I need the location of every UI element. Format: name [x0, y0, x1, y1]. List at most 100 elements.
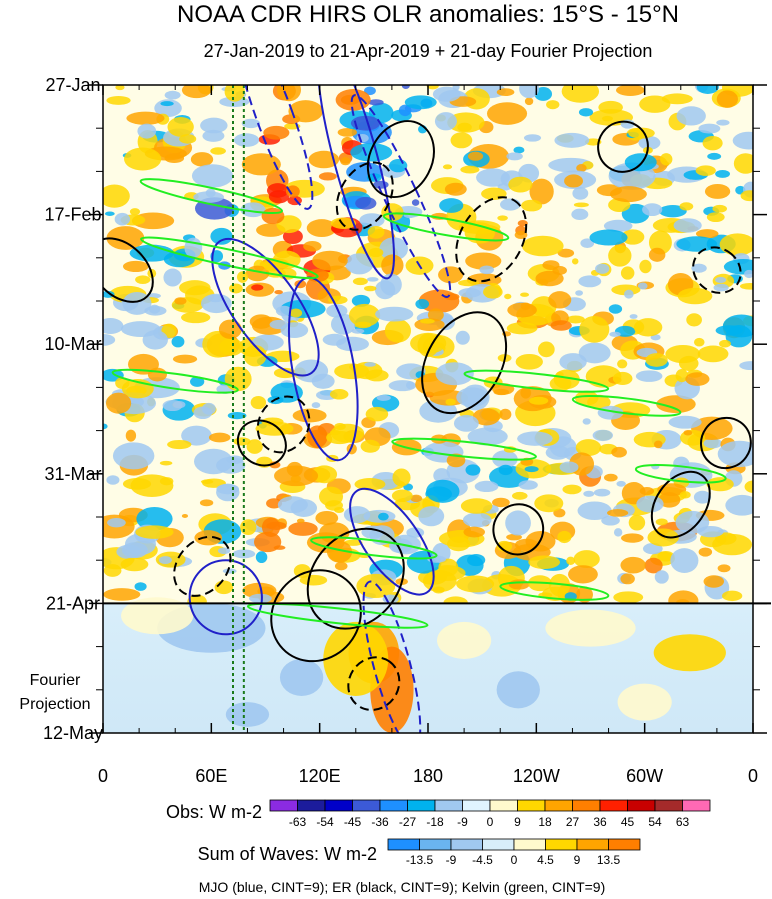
obs-anomaly-cell [576, 586, 593, 603]
obs-anomaly-cell [592, 429, 613, 442]
obs-anomaly-cell [601, 115, 613, 122]
obs-anomaly-cell [233, 437, 251, 446]
colorbar-swatch [379, 799, 408, 812]
colorbar-level-label: -45 [344, 815, 362, 829]
obs-anomaly-cell [426, 479, 460, 503]
obs-anomaly-cell [326, 304, 348, 318]
obs-anomaly-cell [559, 461, 579, 473]
obs-anomaly-cell [181, 311, 211, 324]
obs-anomaly-cell [233, 133, 260, 147]
obs-anomaly-cell [194, 530, 223, 546]
obs-anomaly-cell [229, 283, 243, 294]
obs-anomaly-cell [497, 215, 508, 221]
colorbar-swatch [608, 838, 641, 851]
obs-anomaly-cell [608, 244, 632, 267]
obs-anomaly-cell [549, 573, 571, 597]
mjo-contour [349, 487, 435, 596]
colorbar-swatch [352, 799, 381, 812]
y-tick-label: 21-Apr [46, 593, 100, 613]
obs-anomaly-cell [534, 494, 564, 513]
obs-anomaly-cell [707, 152, 722, 160]
obs-anomaly-cell [628, 127, 655, 139]
obs-anomaly-cell [326, 430, 354, 445]
colorbar-level-label: 4.5 [537, 853, 554, 867]
obs-anomaly-cell [492, 497, 510, 508]
colorbar-level-label: -9 [446, 853, 457, 867]
obs-anomaly-cell [465, 464, 481, 476]
waves-colorbar: -13.5 -9 -4.5 0 4.5 9 13.5 [387, 838, 641, 867]
obs-anomaly-cell [368, 99, 384, 106]
er-contour [492, 503, 545, 556]
obs-anomaly-cell [103, 184, 130, 208]
y-tick-label: 17-Feb [44, 205, 101, 225]
obs-anomaly-cell [607, 509, 629, 517]
obs-anomaly-cell [444, 182, 467, 196]
obs-anomaly-cell [499, 408, 512, 420]
obs-anomaly-cell [535, 270, 564, 287]
obs-anomaly-cell [453, 414, 479, 432]
projection-anomaly-cell [496, 671, 540, 709]
obs-anomaly-cell [274, 465, 319, 487]
projection-label-line1: Fourier [30, 672, 81, 689]
obs-anomaly-cell [520, 302, 531, 310]
obs-anomaly-cell [250, 395, 267, 410]
colorbar-swatch [434, 799, 463, 812]
obs-anomaly-cell [559, 353, 587, 371]
chart-title: NOAA CDR HIRS OLR anomalies: 15°S - 15°N [177, 1, 679, 28]
obs-anomaly-cell [698, 123, 721, 134]
kelvin-contour [634, 464, 727, 484]
obs-anomaly-cell [105, 392, 132, 414]
obs-anomaly-cell [670, 548, 699, 573]
obs-anomaly-cell [365, 406, 389, 422]
obs-anomaly-cell [657, 551, 675, 562]
obs-anomaly-cell [411, 199, 420, 206]
colorbar-swatch [576, 838, 609, 851]
obs-anomaly-cell [542, 260, 560, 270]
obs-anomaly-cell [222, 568, 237, 574]
obs-anomaly-cell [706, 477, 734, 492]
er-contour [650, 470, 711, 539]
obs-anomaly-cell [266, 521, 287, 530]
colorbar-level-label: 13.5 [597, 853, 621, 867]
obs-anomaly-cell [576, 164, 587, 173]
obs-anomaly-cell [743, 269, 753, 279]
obs-anomaly-cell [435, 362, 474, 386]
x-tick-label: 60W [626, 766, 663, 786]
obs-anomaly-cell [136, 507, 173, 531]
colorbar-level-label: 9 [574, 853, 581, 867]
obs-anomaly-cell [578, 342, 611, 364]
obs-anomaly-cell [474, 480, 499, 493]
obs-anomaly-cell [723, 259, 753, 275]
obs-anomaly-cell [665, 344, 701, 364]
er-contour [421, 311, 508, 415]
obs-anomaly-cell [486, 102, 528, 125]
projection-label-line2: Projection [19, 696, 90, 713]
obs-anomaly-cell [561, 85, 600, 103]
obs-anomaly-cell [577, 501, 612, 521]
obs-anomaly-cell [658, 204, 687, 218]
obs-anomaly-cell [135, 275, 151, 284]
obs-anomaly-cell [456, 387, 489, 408]
colorbar-level-label: 18 [538, 815, 552, 829]
obs-anomaly-cell [319, 486, 344, 507]
obs-anomaly-cell [455, 330, 470, 345]
obs-anomaly-cell [240, 202, 266, 218]
colorbar-swatch [517, 799, 546, 812]
obs-anomaly-cell [329, 389, 349, 400]
obs-anomaly-cell [595, 263, 610, 274]
footnote: MJO (blue, CINT=9); ER (black, CINT=9); … [199, 879, 606, 895]
er-contour [306, 527, 405, 630]
obs-anomaly-cell [695, 229, 719, 239]
obs-anomaly-cell [557, 248, 575, 258]
obs-anomaly-cell [498, 464, 513, 476]
obs-anomaly-cell [273, 367, 297, 379]
obs-anomaly-cell [693, 490, 712, 504]
obs-anomaly-cell [381, 254, 404, 277]
projection-anomaly-cell [323, 621, 389, 696]
obs-anomaly-cell [583, 490, 595, 497]
obs-anomaly-cell [725, 494, 753, 516]
obs-anomaly-cell [628, 514, 646, 531]
colorbar-swatch [544, 799, 573, 812]
obs-anomaly-cell [550, 320, 572, 331]
obs-anomaly-cell [460, 498, 493, 514]
